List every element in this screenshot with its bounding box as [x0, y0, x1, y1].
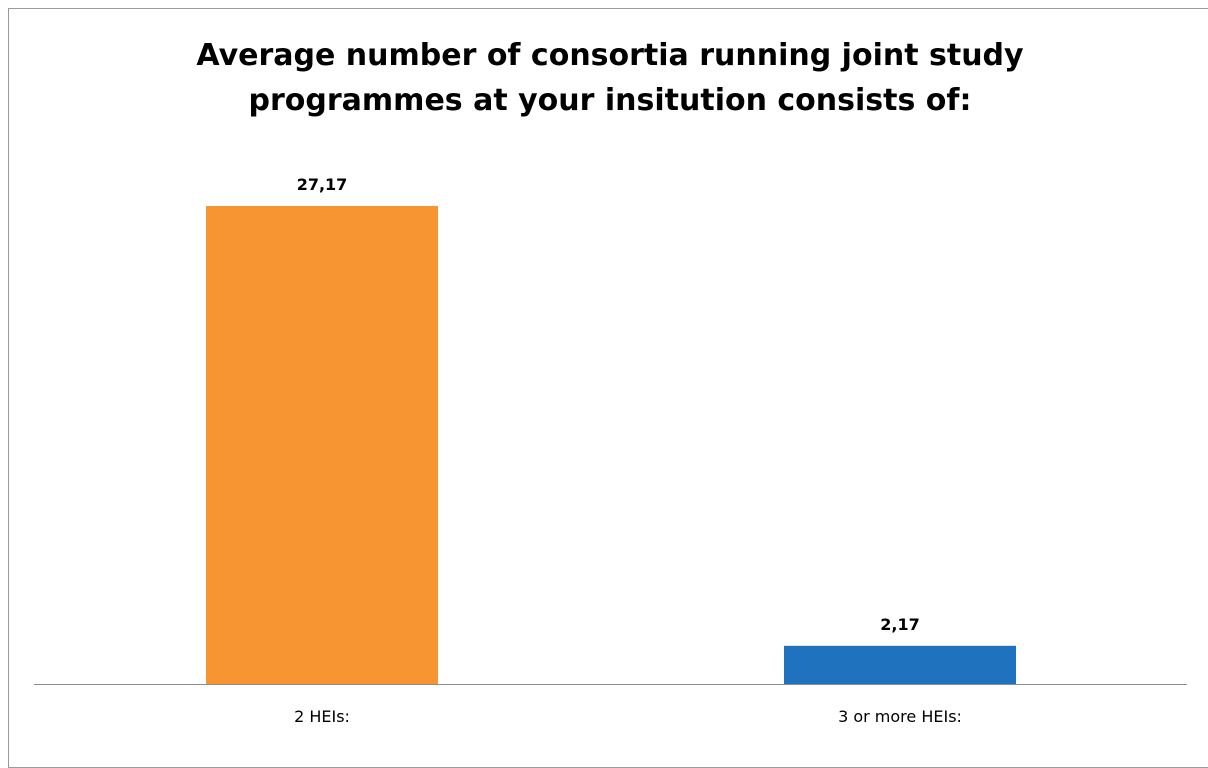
category-label-2: 3 or more HEIs: [838, 707, 962, 726]
bar-chart: 27,17 2 HEIs: 2,17 3 or more HEIs: [34, 175, 1187, 726]
data-label-1: 27,17 [297, 175, 348, 194]
chart-title: Average number of consortia running join… [130, 33, 1090, 123]
data-label-2: 2,17 [880, 615, 919, 634]
category-label-1: 2 HEIs: [294, 707, 350, 726]
chart-title-line-1: Average number of consortia running join… [196, 38, 1024, 73]
bar-1 [206, 206, 438, 684]
bar-2 [784, 645, 1016, 684]
chart-title-line-2: programmes at your insitution consists o… [248, 83, 972, 118]
